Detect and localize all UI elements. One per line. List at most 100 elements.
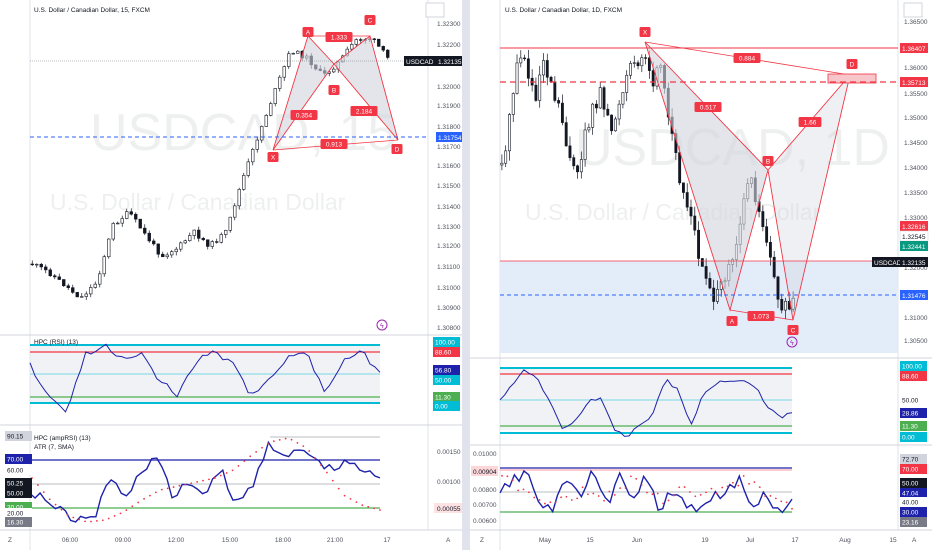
left-candle xyxy=(161,253,165,258)
right-candle xyxy=(511,93,515,115)
left-candle xyxy=(242,175,246,190)
left-price-tick: 1.31100 xyxy=(437,264,460,271)
panel-divider[interactable] xyxy=(462,0,470,550)
left-candle xyxy=(30,263,34,266)
left-rsi-label: 88.60 xyxy=(435,350,452,357)
right-time-tick: Jun xyxy=(632,537,643,544)
left-candle xyxy=(71,287,75,293)
right-point-c: C xyxy=(791,328,796,335)
left-candle xyxy=(269,103,273,116)
right-rsi-tag xyxy=(900,421,927,431)
right-atr-dot xyxy=(646,491,648,494)
left-chart-title: U.S. Dollar / Canadian Dollar, 15, FXCM xyxy=(34,7,150,14)
left-atr-dot xyxy=(255,451,258,453)
right-atr-dot xyxy=(785,501,788,504)
left-atr-dot xyxy=(373,507,376,510)
right-atr-dot xyxy=(629,475,632,478)
left-alert-icon[interactable] xyxy=(376,319,388,331)
right-rsi-label: 0.00 xyxy=(902,435,915,442)
left-atr-dot xyxy=(213,477,216,479)
right-axis-a[interactable]: A xyxy=(912,537,917,544)
right-amprsi-pane[interactable]: 0.01000 0.00904 0.00800 0.00700 0.00600 72.70… xyxy=(471,451,927,527)
left-atr-dot xyxy=(320,464,322,467)
right-candle xyxy=(780,298,784,311)
left-amp-tag xyxy=(5,478,32,488)
left-atr-dot xyxy=(143,497,145,500)
right-candle xyxy=(765,226,769,243)
left-atr-dot xyxy=(314,457,317,459)
left-time-tick: 12:00 xyxy=(168,537,185,544)
left-atr-dot xyxy=(326,471,328,474)
left-candle xyxy=(98,273,102,285)
right-candle xyxy=(595,103,598,109)
right-atr-dot xyxy=(667,499,670,502)
left-candle xyxy=(66,285,70,288)
right-price-tick: 1.33000 xyxy=(904,215,928,222)
right-candle xyxy=(572,157,576,167)
left-candle xyxy=(188,235,192,242)
left-atr-dot xyxy=(267,442,269,445)
right-point-b-box xyxy=(762,156,774,166)
left-candle xyxy=(134,213,138,220)
left-chart-panel[interactable]: U.S. Dollar / Canadian Dollar, 15, FXCM … xyxy=(0,0,462,550)
left-candle xyxy=(224,230,228,235)
left-candle xyxy=(264,115,268,127)
left-time-axis[interactable]: 06:00 09:00 12:00 15:00 18:00 21:00 17 xyxy=(62,537,391,544)
left-candle xyxy=(44,266,48,271)
left-settings-box[interactable] xyxy=(425,2,445,18)
left-harmonic-pattern[interactable]: X A B C D 1.333 0.354 2.184 0.913 xyxy=(267,15,403,162)
right-atr-dot xyxy=(721,486,724,489)
right-time-axis[interactable]: May 15 Jun 19 Jul 17 Aug 15 xyxy=(539,537,897,544)
left-atr-dot xyxy=(131,505,134,508)
left-price-axis[interactable]: 1.32300 1.32200 1.32000 1.31900 1.31800 1.317… xyxy=(437,21,461,332)
left-rsi-pane[interactable]: HPC (RSI) (13) 100.00 88.60 56.80 50.00 11.3… xyxy=(29,337,460,413)
left-price-tick: 1.31000 xyxy=(437,285,461,292)
right-candle xyxy=(629,63,632,76)
left-amp-label: 50.00 xyxy=(7,491,24,498)
left-amp-tag xyxy=(5,465,32,475)
right-rsi-label: 88.60 xyxy=(902,374,919,381)
left-axis-z[interactable]: Z xyxy=(8,537,12,544)
right-point-x: X xyxy=(643,30,648,37)
left-rsi-label: 0.00 xyxy=(435,404,448,411)
left-atr-dot xyxy=(178,484,181,487)
right-time-tick: 15 xyxy=(586,537,594,544)
left-rsi-tag xyxy=(433,401,460,411)
right-settings-box[interactable] xyxy=(903,2,923,18)
left-candle xyxy=(107,238,111,258)
left-atr-dot xyxy=(95,520,98,522)
left-candle xyxy=(296,50,300,54)
right-chart-panel[interactable]: U.S. Dollar / Canadian Dollar, 1D, FXCM … xyxy=(470,0,932,550)
left-amprsi-pane[interactable]: HPC (ampRSI) (13) ATR (7, SMA) 90.15 70.0… xyxy=(5,431,462,527)
right-price-tick: 1.33500 xyxy=(904,190,928,197)
right-candle xyxy=(697,229,700,259)
right-candle xyxy=(776,276,780,300)
left-point-a-box xyxy=(302,27,314,37)
right-candle xyxy=(523,57,527,60)
right-atr-tick: 0.00700 xyxy=(473,502,497,509)
right-rsi-pane[interactable]: 100.00 88.60 50.00 28.86 11.30 0.00 xyxy=(499,361,927,442)
right-top-tag xyxy=(900,43,928,53)
left-candle xyxy=(129,211,133,215)
left-atr-dot xyxy=(137,501,140,504)
right-candle xyxy=(700,258,704,267)
left-atr-dot xyxy=(272,440,275,443)
right-axis-z[interactable]: Z xyxy=(480,537,484,544)
left-price-tag xyxy=(436,56,462,66)
left-axis-a[interactable]: A xyxy=(446,537,451,544)
right-atr-dot xyxy=(710,487,713,490)
right-candle xyxy=(591,103,595,128)
right-alert-icon[interactable] xyxy=(786,336,798,348)
right-harmonic-pattern[interactable]: X A B C D 0.884 0.517 1.66 1.073 xyxy=(639,27,877,335)
right-candle xyxy=(545,60,549,78)
left-candle xyxy=(219,234,223,243)
left-candle xyxy=(75,292,79,298)
left-candle xyxy=(120,218,124,224)
left-atr-dot xyxy=(72,516,75,519)
right-rsi-label: 100.00 xyxy=(902,364,922,371)
left-candle xyxy=(381,46,385,51)
right-price-tick: 1.32000 xyxy=(904,265,928,272)
left-atr-dot xyxy=(367,505,370,508)
left-xab-triangle xyxy=(272,35,335,151)
